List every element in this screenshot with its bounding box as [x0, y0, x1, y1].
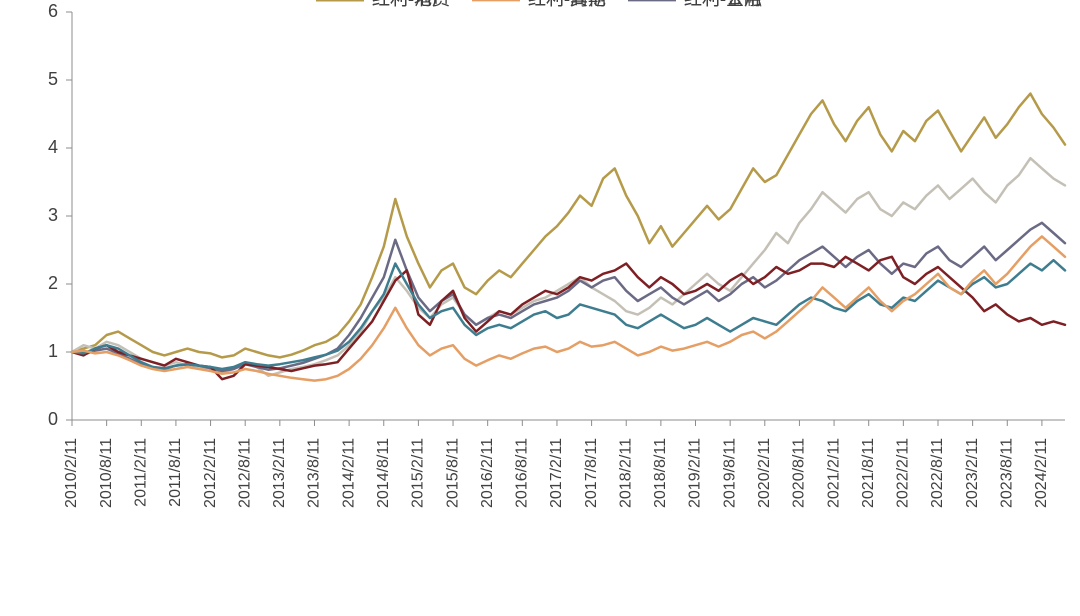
x-tick-label: 2019/2/11: [687, 438, 704, 508]
x-tick-label: 2020/2/11: [756, 438, 773, 508]
y-tick-label: 0: [48, 409, 58, 429]
x-tick-label: 2021/2/11: [825, 438, 842, 508]
x-tick-label: 2012/2/11: [202, 438, 219, 508]
x-tick-label: 2015/2/11: [410, 438, 427, 508]
y-tick-label: 5: [48, 69, 58, 89]
series-line-s0: [72, 257, 1065, 379]
line-chart: 0 1 2 3 4 5 6 2010/2/11 2010/8/11 2011/2/11 2011/8…: [0, 0, 1080, 616]
y-tick-label: 6: [48, 1, 58, 21]
x-tick-label: 2021/8/11: [860, 438, 877, 508]
x-tick-label: 2023/2/11: [964, 438, 981, 508]
x-tick-label: 2015/8/11: [444, 438, 461, 508]
x-tick-label: 2022/2/11: [895, 438, 912, 508]
x-tick-label: 2022/8/11: [929, 438, 946, 508]
series-line-s4: [72, 236, 1065, 380]
x-tick-label: 2017/2/11: [548, 438, 565, 508]
x-tick-label: 2018/2/11: [617, 438, 634, 508]
chart-svg: 0 1 2 3 4 5 6 2010/2/11 2010/8/11 2011/2/11 2011/8…: [0, 0, 1080, 616]
x-tick-label: 2016/8/11: [514, 438, 531, 508]
x-tick-label: 2024/2/11: [1033, 438, 1050, 508]
y-tick-label: 2: [48, 273, 58, 293]
x-tick-label: 2010/2/11: [63, 438, 80, 508]
x-tick-label: 2018/8/11: [652, 438, 669, 508]
x-tick-label: 2011/8/11: [167, 438, 184, 507]
x-tick-label: 2011/2/11: [132, 438, 149, 507]
legend-label: 红利-周期: [528, 0, 606, 9]
y-tick-label: 3: [48, 205, 58, 225]
legend-label: 红利-消费: [372, 0, 450, 9]
x-tick-label: 2023/8/11: [998, 438, 1015, 508]
x-tick-label: 2017/8/11: [583, 438, 600, 508]
y-tick-label: 4: [48, 137, 58, 157]
x-tick-label: 2013/8/11: [306, 438, 323, 508]
x-tick-label: 2010/8/11: [98, 438, 115, 508]
x-tick-label: 2019/8/11: [721, 438, 738, 508]
x-tick-label: 2013/2/11: [271, 438, 288, 508]
series-line-s3: [72, 94, 1065, 358]
legend-label: 红利-金融: [684, 0, 762, 9]
x-tick-label: 2020/8/11: [791, 438, 808, 508]
x-tick-label: 2016/2/11: [479, 438, 496, 508]
series-line-s2: [72, 260, 1065, 369]
x-tick-label: 2012/8/11: [236, 438, 253, 508]
x-tick-label: 2014/8/11: [375, 438, 392, 508]
x-tick-label: 2014/2/11: [340, 438, 357, 508]
y-tick-label: 1: [48, 341, 58, 361]
